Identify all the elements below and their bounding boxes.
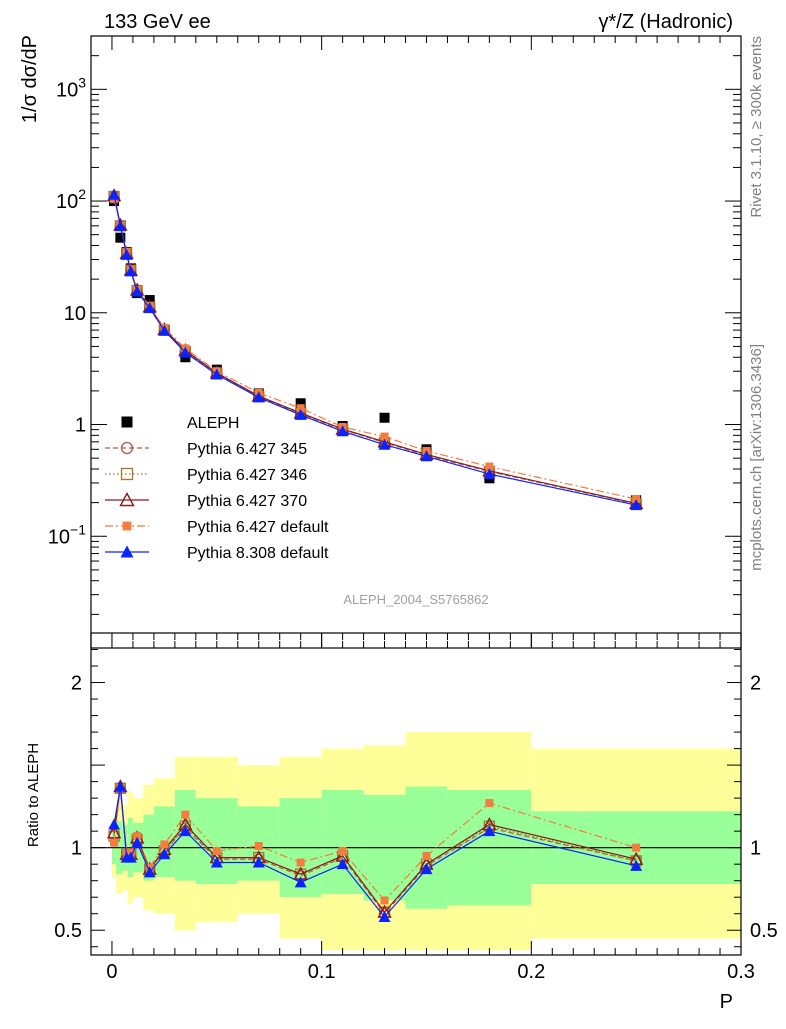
plot-frame bbox=[90, 35, 742, 649]
ratio-series-4-point bbox=[420, 863, 433, 875]
ratio-series-3-point bbox=[160, 840, 169, 849]
x-tick-label: 0.2 bbox=[517, 961, 545, 983]
ratio-series-3-point bbox=[338, 846, 347, 855]
y-tick-label: 0.5 bbox=[54, 920, 82, 942]
y-tick-label: 1 bbox=[75, 415, 86, 437]
series-5-point bbox=[124, 265, 137, 277]
series-5-line bbox=[113, 194, 637, 506]
series-5-point bbox=[336, 425, 349, 437]
ratio-ylabel: Ratio to ALEPH bbox=[25, 743, 42, 847]
ratio-series-4-point bbox=[483, 825, 496, 837]
ratio-series-3-point bbox=[632, 843, 641, 852]
series-5-point bbox=[158, 324, 171, 336]
uncertainty-band-inner bbox=[321, 789, 364, 894]
ratio-series-3-point bbox=[110, 838, 119, 847]
series-5-point bbox=[114, 219, 127, 231]
ratio-series-4-point bbox=[179, 825, 192, 837]
legend-label: ALEPH bbox=[187, 415, 239, 432]
ratio-series-4-point bbox=[114, 780, 127, 792]
ratio-series-4-point bbox=[124, 851, 137, 863]
series-0-point bbox=[379, 412, 390, 423]
y-tick-label: 103 bbox=[56, 74, 86, 101]
series-5-point bbox=[143, 302, 156, 314]
series-5-point bbox=[483, 468, 496, 480]
ratio-series-3-point bbox=[133, 832, 142, 841]
series-5-point bbox=[252, 391, 265, 403]
header-left: 133 GeV ee bbox=[104, 11, 211, 33]
series-5-point bbox=[120, 248, 133, 260]
ratio-series-4-point bbox=[158, 848, 171, 860]
uncertainty-band-inner bbox=[195, 798, 238, 884]
ratio-series-3-line bbox=[113, 788, 637, 902]
series-4-line bbox=[113, 198, 637, 500]
legend-marker bbox=[120, 467, 134, 481]
series-5-point bbox=[420, 450, 433, 462]
x-tick-label: 0 bbox=[106, 961, 117, 983]
plot-frame bbox=[90, 632, 742, 956]
x-tick-label: 0.1 bbox=[308, 961, 336, 983]
legend-marker bbox=[120, 545, 134, 558]
side-text-bottom: mcplots.cern.ch [arXiv:1306.3436] bbox=[748, 344, 765, 571]
series-5-point bbox=[210, 368, 223, 380]
ratio-series-4-point bbox=[294, 876, 307, 888]
ratio-series-3-point bbox=[422, 851, 431, 860]
ratio-series-3-point bbox=[380, 896, 389, 905]
legend-marker bbox=[120, 441, 134, 455]
ratio-series-3-point bbox=[181, 810, 190, 819]
y-tick-label: 102 bbox=[56, 186, 86, 213]
series-5-point bbox=[630, 499, 643, 511]
legend-marker bbox=[119, 492, 135, 507]
legend-marker bbox=[122, 521, 132, 531]
ratio-series-4-point bbox=[336, 858, 349, 870]
ratio-series-3-point bbox=[485, 799, 494, 808]
series-4-point bbox=[380, 432, 389, 441]
series-5-point bbox=[131, 285, 144, 297]
x-axis-label: P bbox=[720, 991, 733, 1013]
series-2-line bbox=[113, 196, 637, 505]
y-tick-label: 2 bbox=[71, 673, 82, 695]
y-tick-label-right: 0.5 bbox=[750, 920, 778, 942]
y-tick-label: 10−1 bbox=[48, 521, 86, 548]
legend-label: Pythia 6.427 default bbox=[187, 519, 329, 536]
series-5-point bbox=[108, 188, 121, 200]
y-tick-label-right: 1 bbox=[750, 838, 761, 860]
legend-label: Pythia 6.427 370 bbox=[187, 493, 307, 510]
ratio-series-4-point bbox=[143, 866, 156, 878]
ratio-series-4-point bbox=[108, 818, 121, 830]
series-5-point bbox=[179, 346, 192, 358]
ratio-series-4-point bbox=[252, 856, 265, 868]
legend-marker bbox=[121, 416, 133, 428]
ratio-series-3-point bbox=[296, 858, 305, 867]
y-tick-label: 1 bbox=[71, 838, 82, 860]
series-4-point bbox=[485, 462, 494, 471]
series-5-point bbox=[378, 438, 391, 450]
ratio-series-4-point bbox=[131, 836, 144, 848]
ratio-series-4-point bbox=[210, 856, 223, 868]
main-ylabel: 1/σ dσ/dP bbox=[19, 35, 41, 123]
header-right: γ*/Z (Hadronic) bbox=[599, 11, 733, 33]
ratio-series-3-point bbox=[254, 842, 263, 851]
ratio-series-3-point bbox=[212, 846, 221, 855]
ratio-series-4-point bbox=[630, 859, 643, 871]
ratio-series-4-point bbox=[378, 911, 391, 923]
y-tick-label-right: 2 bbox=[750, 673, 761, 695]
watermark: ALEPH_2004_S5765862 bbox=[343, 592, 488, 607]
ratio-plot-area: 0.5 0.5 1 1 2 2 0 0.1 0.2 0.3 bbox=[54, 632, 778, 983]
legend-label: Pythia 8.308 default bbox=[187, 545, 329, 562]
series-4-point bbox=[296, 404, 305, 413]
series-0-point bbox=[295, 398, 306, 409]
x-tick-label: 0.3 bbox=[727, 961, 755, 983]
side-text-top: Rivet 3.1.10, ≥ 300k events bbox=[748, 36, 765, 218]
legend-label: Pythia 6.427 345 bbox=[187, 441, 307, 458]
series-0-point bbox=[115, 232, 126, 243]
series-5-point bbox=[294, 408, 307, 420]
y-tick-label: 10 bbox=[64, 303, 86, 325]
legend-label: Pythia 6.427 346 bbox=[187, 467, 307, 484]
